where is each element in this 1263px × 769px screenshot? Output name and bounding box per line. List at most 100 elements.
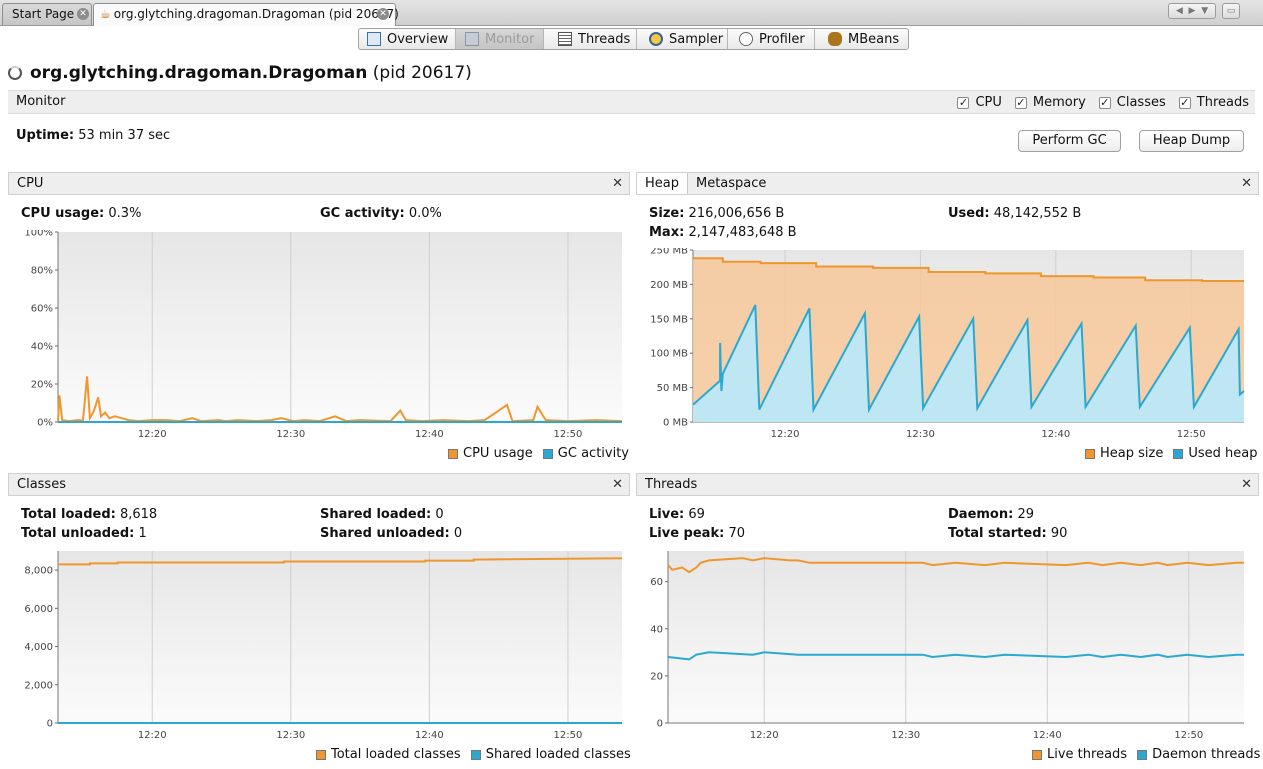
series-area-used-heap [693, 305, 1244, 422]
total-started-label: Total started: [948, 526, 1047, 541]
y-tick-label: 2,000 [24, 680, 53, 691]
daemon-threads: Daemon: 29 [948, 507, 1034, 522]
x-tick-label: 12:20 [771, 429, 800, 440]
checkbox-memory-label: Memory [1032, 95, 1086, 110]
shared-loaded: Shared loaded: 0 [320, 507, 444, 522]
x-tick-label: 12:50 [554, 429, 583, 440]
series-line-daemon-threads [667, 651, 1244, 661]
tab-monitor[interactable]: Monitor [456, 29, 544, 49]
total-unloaded-value: 1 [138, 526, 147, 541]
tab-threads[interactable]: Threads [544, 29, 637, 49]
chevron-down-icon[interactable]: ▼ [1201, 6, 1209, 16]
checkbox-threads[interactable]: ✓ Threads [1178, 95, 1249, 110]
tab-scroll-buttons[interactable]: ◀ ▶ ▼ [1168, 3, 1216, 19]
tab-overview-label: Overview [387, 31, 449, 47]
checkmark-icon[interactable]: ✓ [1178, 95, 1191, 109]
page-title: org.glytching.dragoman.Dragoman (pid 206… [8, 62, 472, 84]
y-tick-label: 40% [31, 342, 53, 353]
chevron-right-icon[interactable]: ▶ [1188, 6, 1196, 16]
spinner-icon [8, 66, 22, 80]
total-unloaded-label: Total unloaded: [21, 526, 135, 541]
y-tick-label: 0% [37, 418, 53, 429]
live-peak-label: Live peak: [649, 526, 725, 541]
total-loaded: Total loaded: 8,618 [21, 507, 157, 522]
tab-heap[interactable]: Heap [637, 173, 688, 194]
shared-unloaded: Shared unloaded: 0 [320, 526, 462, 541]
java-icon: ☕ [100, 7, 111, 21]
tab-mbeans[interactable]: MBeans [815, 29, 908, 49]
y-tick-label: 8,000 [24, 566, 53, 577]
checkbox-classes[interactable]: ✓ Classes [1098, 95, 1166, 110]
tab-start-page[interactable]: Start Page ✕ [2, 3, 92, 25]
legend-heap-size: Heap size [1100, 446, 1164, 461]
y-tick-label: 50 MB [657, 383, 689, 394]
cpu-usage: CPU usage: 0.3% [21, 206, 141, 221]
legend-swatch-live [1032, 749, 1042, 760]
x-tick-label: 12:50 [554, 730, 583, 741]
tab-sampler[interactable]: Sampler [637, 29, 728, 49]
legend-swatch-heap-size [1085, 448, 1095, 459]
y-tick-label: 20 [650, 671, 663, 682]
classes-chart: 0 2,000 4,000 6,000 8,000 12:20 12:30 12:40 12:5… [24, 551, 623, 741]
heap-chart: 0 MB 50 MB 100 MB 150 MB 200 MB 250 MB 12:20 12… [650, 248, 1245, 440]
cpu-usage-label: CPU usage: [21, 206, 105, 221]
checkbox-memory[interactable]: ✓ Memory [1014, 95, 1086, 110]
x-tick-label: 12:20 [750, 730, 779, 741]
y-tick-label: 100% [24, 230, 53, 239]
checkbox-cpu[interactable]: ✓ CPU [957, 95, 1002, 110]
y-tick-label: 0 [657, 719, 663, 730]
heap-size-label: Size: [649, 206, 685, 221]
classes-panel-title: Classes [17, 477, 66, 492]
stopwatch-icon [739, 32, 753, 46]
y-tick-label: 80% [31, 266, 53, 277]
chevron-left-icon[interactable]: ◀ [1175, 6, 1183, 16]
maximize-button[interactable]: ▭ [1222, 3, 1240, 19]
tab-overview[interactable]: Overview [359, 29, 456, 49]
gc-activity: GC activity: 0.0% [320, 206, 442, 221]
daemon-value: 29 [1017, 507, 1034, 522]
series-line-live-threads [667, 557, 1244, 574]
overview-icon [367, 32, 381, 46]
close-icon[interactable]: ✕ [377, 8, 389, 20]
close-icon[interactable]: ✕ [612, 477, 623, 492]
close-icon[interactable]: ✕ [77, 8, 89, 20]
heap-used: Used: 48,142,552 B [948, 206, 1081, 221]
close-icon[interactable]: ✕ [1241, 176, 1252, 191]
legend-swatch-shared-loaded [470, 749, 481, 760]
x-tick-label: 12:40 [415, 429, 444, 440]
tab-mbeans-label: MBeans [848, 31, 900, 47]
plot-area [58, 551, 622, 723]
x-tick-label: 12:30 [276, 730, 305, 741]
series-line-total-loaded-classes [58, 557, 623, 566]
checkmark-icon[interactable]: ✓ [1014, 95, 1027, 109]
x-tick-label: 12:40 [415, 730, 444, 741]
threads-panel-title: Threads [645, 477, 698, 492]
live-value: 69 [688, 507, 705, 522]
legend-gc-activity: GC activity [557, 446, 629, 461]
y-tick-label: 150 MB [650, 314, 688, 325]
y-tick-label: 4,000 [24, 642, 53, 653]
tab-dragoman-label: org.glytching.dragoman.Dragoman (pid 206… [113, 7, 399, 21]
close-icon[interactable]: ✕ [1241, 477, 1252, 492]
threads-icon [558, 32, 572, 46]
x-tick-label: 12:50 [1174, 730, 1203, 741]
x-tick-label: 12:20 [138, 730, 167, 741]
checkmark-icon[interactable]: ✓ [957, 95, 970, 109]
series-line-heap-size [693, 257, 1244, 282]
tab-threads-label: Threads [578, 31, 631, 47]
total-loaded-value: 8,618 [119, 507, 158, 522]
close-icon[interactable]: ✕ [612, 176, 623, 191]
x-tick-label: 12:30 [276, 429, 305, 440]
heap-max-value: 2,147,483,648 B [688, 225, 797, 240]
total-started: Total started: 90 [948, 526, 1067, 541]
tab-metaspace[interactable]: Metaspace [696, 176, 767, 191]
checkmark-icon[interactable]: ✓ [1098, 95, 1111, 109]
y-tick-label: 20% [31, 380, 53, 391]
tab-profiler[interactable]: Profiler [728, 29, 815, 49]
heap-used-value: 48,142,552 B [993, 206, 1082, 221]
tab-dragoman[interactable]: ☕ org.glytching.dragoman.Dragoman (pid 20… [93, 3, 399, 26]
perform-gc-button[interactable]: Perform GC [1018, 130, 1121, 152]
gc-activity-label: GC activity: [320, 206, 405, 221]
heap-dump-button[interactable]: Heap Dump [1139, 130, 1244, 152]
tab-profiler-label: Profiler [759, 31, 805, 47]
